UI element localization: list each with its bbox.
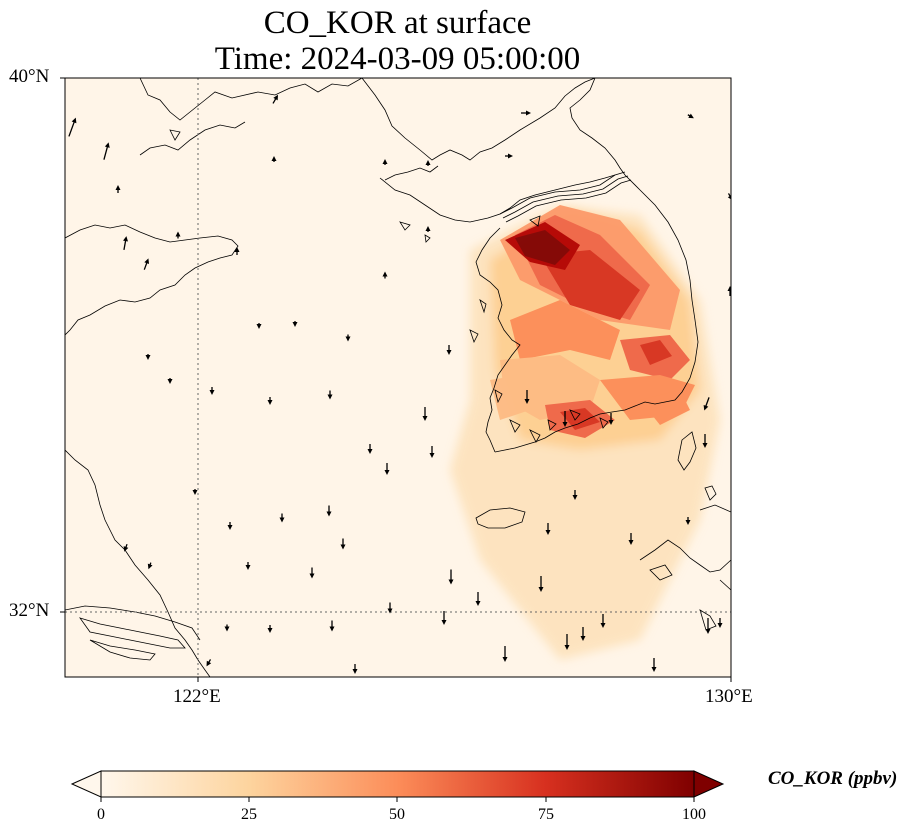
wind-arrow [628,533,634,545]
wind-arrow [685,517,691,525]
wind-arrow [600,614,606,628]
coastlines [65,78,731,677]
wind-arrow [687,113,694,119]
wind-arrow [103,142,110,160]
map-frame [64,77,732,678]
wind-arrow [382,271,388,279]
wind-arrow [425,160,431,166]
wind-arrow [572,490,578,500]
wind-arrow [524,390,530,404]
wind-arrow [345,334,351,342]
wind-arrow [206,659,212,667]
wind-arrow [279,513,285,523]
wind-arrow [505,153,513,159]
wind-arrow [717,618,723,628]
wind-vectors [68,94,731,674]
wind-arrow [143,258,150,270]
map-subtitle-time: Time: 2024-03-09 05:00:00 [214,41,581,77]
co-concentration-field [450,205,720,660]
wind-arrow [425,226,431,232]
colorbar [70,770,725,802]
wind-arrow [608,413,614,425]
wind-arrow [384,463,390,475]
wind-arrow [123,236,128,251]
wind-arrow [327,390,333,400]
wind-arrow [538,576,544,592]
wind-arrow [309,567,315,579]
wind-arrow [326,505,332,517]
wind-arrow [475,592,481,606]
wind-arrow [564,634,570,650]
map-title: CO_KOR at surface [263,5,532,41]
wind-arrow [705,618,711,634]
wind-arrow [703,397,710,411]
wind-arrow [545,523,551,535]
lon-tick-122e: 122°E [173,686,221,707]
wind-arrow [446,345,452,355]
colorbar-gradient [101,771,694,797]
lon-tick-130e: 130°E [705,686,753,707]
wind-arrow [329,620,335,632]
wind-arrow [245,562,251,570]
wind-arrow [340,538,346,550]
wind-arrow [175,231,181,239]
wind-arrow [651,658,657,672]
lat-tick-32n: 32°N [9,600,50,621]
colorbar-label: CO_KOR (ppbv) [768,768,898,789]
colorbar-tick-25: 25 [241,806,257,823]
wind-arrow [123,543,129,552]
colorbar-tick-0: 0 [97,806,105,823]
wind-arrow [727,193,731,201]
wind-arrow [422,407,428,421]
wind-arrow [147,562,153,570]
wind-arrow [367,444,373,454]
wind-arrow [352,664,358,674]
colorbar-tick-100: 100 [682,806,706,823]
wind-arrow [382,159,388,165]
wind-arrow [272,94,278,104]
lat-tick-40n: 40°N [9,66,50,87]
wind-arrow [209,387,215,395]
wind-arrow [521,110,531,116]
wind-arrow [271,156,277,162]
wind-arrow [234,247,240,255]
wind-arrow [267,625,273,633]
wind-arrow [562,411,568,427]
wind-arrow [502,646,508,662]
wind-arrow [115,185,121,193]
colorbar-max-extend [693,770,725,798]
wind-arrow [727,286,731,296]
wind-arrow [192,489,198,495]
wind-arrow [224,624,230,632]
wind-arrow [256,323,262,329]
wind-arrow [448,569,454,585]
wind-arrow [429,446,435,458]
wind-arrow [68,117,77,137]
colorbar-tick-75: 75 [538,806,554,823]
wind-arrow [387,602,393,614]
wind-arrow [145,354,151,360]
colorbar-tick-50: 50 [389,806,405,823]
wind-arrow [167,378,173,384]
wind-arrow [580,627,586,641]
colorbar-min-extend [70,770,102,798]
wind-arrow [441,611,447,625]
wind-arrow [292,321,298,327]
wind-arrow [267,397,273,405]
wind-arrow [702,434,708,448]
wind-arrow [227,522,233,530]
